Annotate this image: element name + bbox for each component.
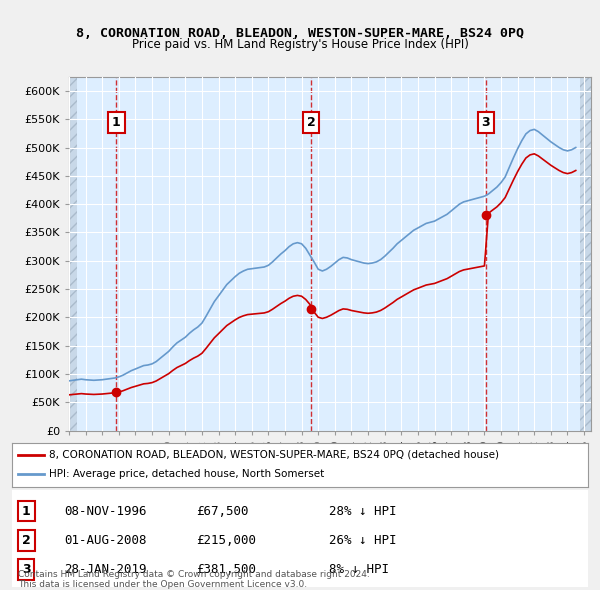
Text: Price paid vs. HM Land Registry's House Price Index (HPI): Price paid vs. HM Land Registry's House … [131,38,469,51]
Text: 8, CORONATION ROAD, BLEADON, WESTON-SUPER-MARE, BS24 0PQ (detached house): 8, CORONATION ROAD, BLEADON, WESTON-SUPE… [49,450,499,460]
Text: 01-AUG-2008: 01-AUG-2008 [64,534,146,547]
Text: 8% ↓ HPI: 8% ↓ HPI [329,563,389,576]
Text: HPI: Average price, detached house, North Somerset: HPI: Average price, detached house, Nort… [49,470,325,479]
Text: £381,500: £381,500 [196,563,256,576]
Text: 08-NOV-1996: 08-NOV-1996 [64,504,146,517]
Text: £215,000: £215,000 [196,534,256,547]
Bar [580,77,591,431]
Bar [69,77,77,431]
Text: 3: 3 [481,116,490,129]
Text: 1: 1 [112,116,121,129]
Text: Contains HM Land Registry data © Crown copyright and database right 2024.
This d: Contains HM Land Registry data © Crown c… [18,570,370,589]
Text: £67,500: £67,500 [196,504,249,517]
Text: 26% ↓ HPI: 26% ↓ HPI [329,534,397,547]
Text: 2: 2 [307,116,316,129]
Text: 1: 1 [22,504,31,517]
Text: 8, CORONATION ROAD, BLEADON, WESTON-SUPER-MARE, BS24 0PQ: 8, CORONATION ROAD, BLEADON, WESTON-SUPE… [76,27,524,40]
Text: 2: 2 [22,534,31,547]
Text: 28% ↓ HPI: 28% ↓ HPI [329,504,397,517]
Text: 28-JAN-2019: 28-JAN-2019 [64,563,146,576]
Text: 3: 3 [22,563,31,576]
